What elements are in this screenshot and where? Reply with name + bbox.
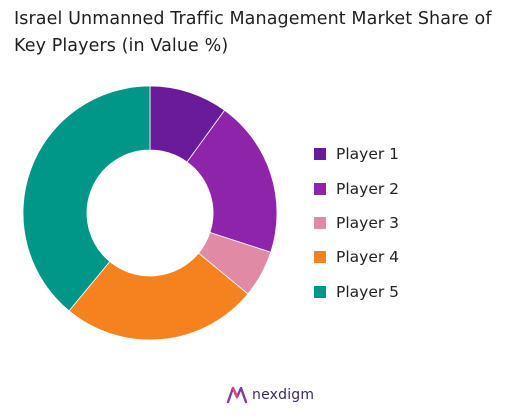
legend-label: Player 1 (336, 145, 400, 164)
legend-swatch (314, 216, 326, 229)
legend-label: Player 4 (336, 248, 400, 267)
legend-swatch (314, 251, 326, 264)
legend-item-1: Player 1 (314, 137, 504, 171)
legend-swatch (314, 285, 326, 298)
legend-item-2: Player 2 (314, 171, 504, 205)
nexdigm-logo-icon (226, 386, 248, 404)
legend-swatch (314, 182, 326, 195)
donut-slice-5 (22, 85, 151, 312)
brand-logo: nexdigm (226, 384, 314, 406)
legend-label: Player 2 (336, 179, 400, 198)
donut-slice-2 (186, 109, 278, 253)
legend-item-3: Player 3 (314, 206, 504, 240)
donut-slice-4 (68, 252, 249, 341)
legend-item-5: Player 5 (314, 275, 504, 309)
brand-name: nexdigm (252, 387, 315, 403)
legend-swatch (314, 148, 326, 161)
chart-title: Israel Unmanned Traffic Management Marke… (14, 9, 492, 56)
donut-slices (22, 85, 278, 341)
legend-label: Player 3 (336, 213, 400, 232)
chart-legend: Player 1 Player 2 Player 3 Player 4 Player 5 (314, 137, 504, 309)
legend-item-4: Player 4 (314, 240, 504, 274)
legend-label: Player 5 (336, 282, 400, 301)
